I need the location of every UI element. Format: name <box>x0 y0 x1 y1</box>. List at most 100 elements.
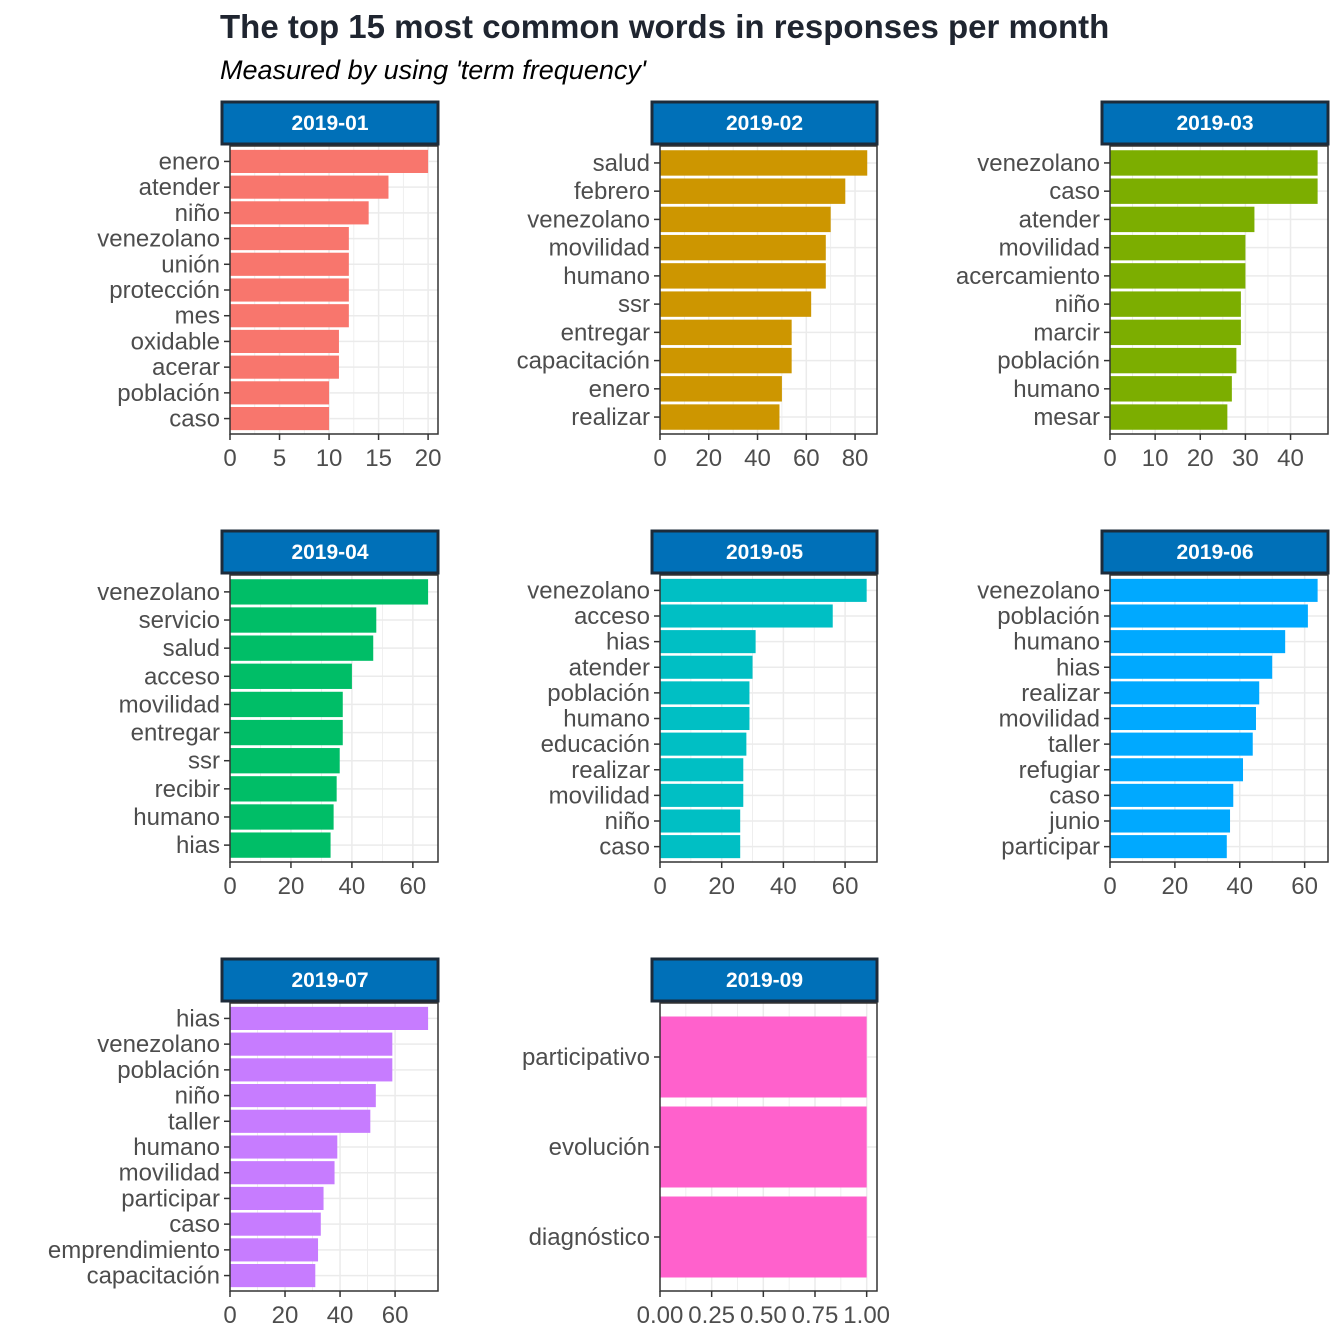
x-tick-label: 0.25 <box>688 1302 735 1329</box>
facet-strip <box>650 100 879 146</box>
bar <box>230 579 429 605</box>
facet-strip <box>650 529 879 575</box>
bar <box>1110 291 1241 317</box>
category-label: venezolano <box>977 150 1100 177</box>
category-label: atender <box>569 654 650 681</box>
facet-strip-label: 2019-06 <box>1176 541 1253 564</box>
facet-strip <box>220 957 440 1003</box>
category-label: atender <box>139 174 220 201</box>
bar <box>1110 783 1234 807</box>
category-label: unión <box>161 251 220 278</box>
bar <box>230 1212 321 1236</box>
x-tick-label: 15 <box>365 445 392 472</box>
bar <box>1110 150 1318 176</box>
x-tick-label: 0.00 <box>637 1302 684 1329</box>
bar <box>230 1186 324 1210</box>
category-label: población <box>997 603 1100 630</box>
bar <box>230 201 369 225</box>
bar <box>230 329 339 353</box>
bar <box>230 1264 316 1288</box>
category-label: venezolano <box>97 226 220 253</box>
x-tick-label: 40 <box>1277 445 1304 472</box>
category-label: humano <box>133 804 220 831</box>
bar <box>1110 706 1256 731</box>
x-tick-label: 5 <box>273 445 286 472</box>
panel-border <box>229 1002 439 1292</box>
category-label: realizar <box>1021 680 1100 707</box>
category-label: oxidable <box>131 328 220 355</box>
category-label: ssr <box>618 291 650 318</box>
category-label: taller <box>1048 731 1100 758</box>
bar <box>660 758 744 782</box>
x-tick-label: 0 <box>653 873 666 900</box>
bar <box>1110 263 1246 289</box>
bar <box>660 376 782 402</box>
category-label: participar <box>121 1185 220 1212</box>
bar <box>230 832 331 858</box>
bar <box>1110 578 1318 602</box>
x-tick-label: 0 <box>1103 445 1116 472</box>
panel-border <box>1109 574 1329 863</box>
x-tick-label: 60 <box>1291 873 1318 900</box>
category-label: mesar <box>1033 404 1100 431</box>
category-label: entregar <box>561 319 650 346</box>
bar <box>660 234 826 261</box>
x-tick-label: 40 <box>770 873 797 900</box>
x-tick-label: 20 <box>272 1302 299 1329</box>
category-label: venezolano <box>527 206 650 233</box>
category-label: salud <box>593 150 650 177</box>
bar <box>660 263 826 289</box>
x-tick-label: 0.75 <box>792 1302 839 1329</box>
facet-panel-2019-06: 2019-06 venezolanopoblaciónhumanohiasreal… <box>977 529 1330 900</box>
category-label: movilidad <box>119 691 220 718</box>
category-label: niño <box>175 200 220 227</box>
bar <box>1110 376 1232 402</box>
x-tick-label: 20 <box>695 445 722 472</box>
bar <box>230 691 343 718</box>
bar <box>660 681 750 705</box>
category-label: diagnóstico <box>529 1224 650 1251</box>
bar <box>660 604 833 628</box>
x-tick-label: 0 <box>223 1302 236 1329</box>
panel-border <box>659 145 878 435</box>
facet-strip <box>220 100 440 146</box>
category-label: taller <box>168 1108 220 1135</box>
x-tick-label: 10 <box>316 445 343 472</box>
bar <box>660 319 792 346</box>
bar <box>230 227 349 251</box>
facet-panel-2019-02: 2019-02 saludfebrerovenezolanomovilidadhu… <box>517 100 879 472</box>
bar <box>660 835 741 859</box>
category-label: evolución <box>549 1134 650 1161</box>
bar <box>230 1109 371 1133</box>
bar <box>230 804 334 830</box>
bar <box>230 719 343 746</box>
category-label: humano <box>1013 629 1100 656</box>
bar <box>660 630 756 654</box>
x-tick-label: 60 <box>832 873 859 900</box>
category-label: hias <box>176 1005 220 1032</box>
facet-strip <box>1100 100 1330 146</box>
panel-border <box>229 145 439 435</box>
category-label: hias <box>606 629 650 656</box>
category-label: salud <box>163 635 220 662</box>
bar <box>230 1032 393 1056</box>
facet-strip-label: 2019-03 <box>1176 112 1253 135</box>
category-label: movilidad <box>119 1160 220 1187</box>
category-label: enero <box>159 148 220 175</box>
category-label: realizar <box>571 757 650 784</box>
bar <box>230 748 340 774</box>
bar <box>660 291 812 317</box>
panel-border <box>659 574 878 863</box>
bar <box>1110 347 1237 374</box>
category-label: movilidad <box>999 235 1100 262</box>
bar <box>230 407 330 431</box>
bar <box>230 1084 376 1108</box>
category-label: movilidad <box>549 235 650 262</box>
bar <box>660 732 747 756</box>
chart-title: The top 15 most common words in response… <box>220 8 1110 45</box>
facet-strip <box>220 529 440 575</box>
category-label: venezolano <box>97 1031 220 1058</box>
category-label: marcir <box>1033 319 1100 346</box>
category-label: participativo <box>522 1044 650 1071</box>
x-tick-label: 0.50 <box>740 1302 787 1329</box>
